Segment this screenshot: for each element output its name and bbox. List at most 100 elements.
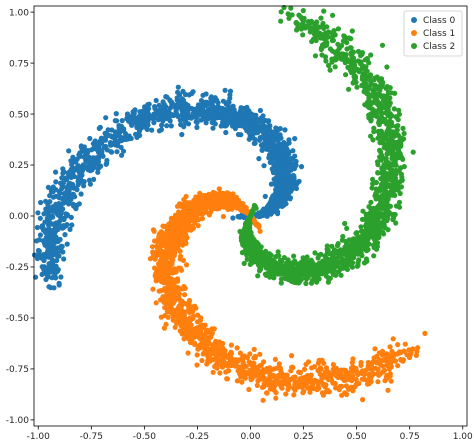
scatter-point xyxy=(181,336,187,342)
scatter-point xyxy=(145,111,151,117)
scatter-point xyxy=(47,199,53,205)
scatter-point xyxy=(270,193,276,199)
scatter-point xyxy=(223,129,229,136)
scatter-point xyxy=(375,379,381,385)
scatter-point xyxy=(181,284,187,290)
scatter-point xyxy=(181,201,188,207)
scatter-point xyxy=(195,112,201,118)
scatter-point xyxy=(276,155,282,161)
scatter-point xyxy=(290,173,296,179)
scatter-point xyxy=(400,156,406,162)
scatter-point xyxy=(327,67,333,73)
scatter-point xyxy=(401,136,407,142)
scatter-point xyxy=(76,166,82,172)
scatter-point xyxy=(390,186,396,192)
scatter-point xyxy=(186,302,192,308)
scatter-point xyxy=(303,361,309,367)
scatter-point xyxy=(172,212,178,218)
scatter-point xyxy=(77,150,83,156)
scatter-point xyxy=(178,122,184,128)
scatter-point xyxy=(385,196,391,202)
scatter-point xyxy=(246,386,252,393)
scatter-point xyxy=(354,370,360,376)
scatter-point xyxy=(66,186,72,192)
scatter-point xyxy=(187,331,193,337)
scatter-point xyxy=(53,220,59,226)
scatter-point xyxy=(247,351,253,357)
scatter-point xyxy=(309,259,315,265)
scatter-point xyxy=(182,91,189,98)
scatter-point xyxy=(406,347,412,353)
scatter-point xyxy=(308,376,314,382)
scatter-point xyxy=(257,266,263,272)
scatter-point xyxy=(179,303,185,309)
scatter-point xyxy=(406,354,413,361)
scatter-point xyxy=(325,275,331,281)
scatter-point xyxy=(109,127,115,133)
scatter-point xyxy=(349,28,355,34)
scatter-point xyxy=(169,240,175,246)
scatter-point xyxy=(164,123,170,129)
scatter-point xyxy=(299,260,306,267)
scatter-point xyxy=(248,256,254,262)
scatter-point xyxy=(198,327,204,333)
scatter-point xyxy=(370,111,376,117)
scatter-point xyxy=(278,264,284,270)
scatter-point xyxy=(268,211,274,217)
scatter-point xyxy=(64,212,70,218)
scatter-point xyxy=(194,319,201,325)
scatter-point xyxy=(193,328,199,334)
scatter-point xyxy=(344,46,350,52)
scatter-point xyxy=(369,360,375,366)
scatter-point xyxy=(50,194,57,200)
scatter-point xyxy=(379,201,385,207)
scatter-point xyxy=(375,371,381,378)
scatter-point xyxy=(34,255,41,262)
scatter-point xyxy=(221,198,228,204)
scatter-point xyxy=(173,226,179,232)
scatter-point xyxy=(40,238,46,244)
scatter-point xyxy=(388,378,394,384)
scatter-point xyxy=(273,395,279,401)
scatter-point xyxy=(278,18,284,24)
scatter-point xyxy=(257,351,263,357)
scatter-point xyxy=(387,344,393,350)
scatter-point xyxy=(395,363,401,369)
scatter-point xyxy=(284,162,290,168)
scatter-point xyxy=(243,207,249,214)
scatter-point xyxy=(78,191,84,197)
scatter-point xyxy=(168,286,174,292)
scatter-point xyxy=(252,140,258,146)
scatter-point xyxy=(179,131,185,138)
scatter-point xyxy=(212,363,218,370)
scatter-point xyxy=(164,268,170,274)
scatter-point xyxy=(387,203,393,209)
scatter-point xyxy=(235,131,242,138)
scatter-point xyxy=(366,379,372,386)
scatter-point xyxy=(173,240,179,246)
scatter-point xyxy=(68,168,75,174)
scatter-point xyxy=(201,198,207,204)
scatter-point xyxy=(35,210,41,216)
scatter-point xyxy=(277,182,283,188)
scatter-point xyxy=(246,129,253,135)
scatter-point xyxy=(392,175,399,181)
scatter-point xyxy=(158,265,164,271)
scatter-point xyxy=(360,368,366,374)
scatter-point xyxy=(204,361,210,367)
scatter-point xyxy=(235,203,241,210)
scatter-point xyxy=(55,202,61,208)
scatter-point xyxy=(299,384,305,390)
scatter-point xyxy=(189,340,195,346)
scatter-point xyxy=(69,183,76,189)
scatter-point xyxy=(150,286,156,292)
scatter-point xyxy=(350,373,356,379)
scatter-point xyxy=(160,118,166,124)
scatter-point xyxy=(149,114,155,120)
scatter-point xyxy=(34,224,41,231)
scatter-point xyxy=(99,149,105,155)
scatter-point xyxy=(267,372,273,378)
scatter-point xyxy=(326,389,332,395)
scatter-point xyxy=(346,86,352,92)
scatter-point xyxy=(279,371,285,377)
